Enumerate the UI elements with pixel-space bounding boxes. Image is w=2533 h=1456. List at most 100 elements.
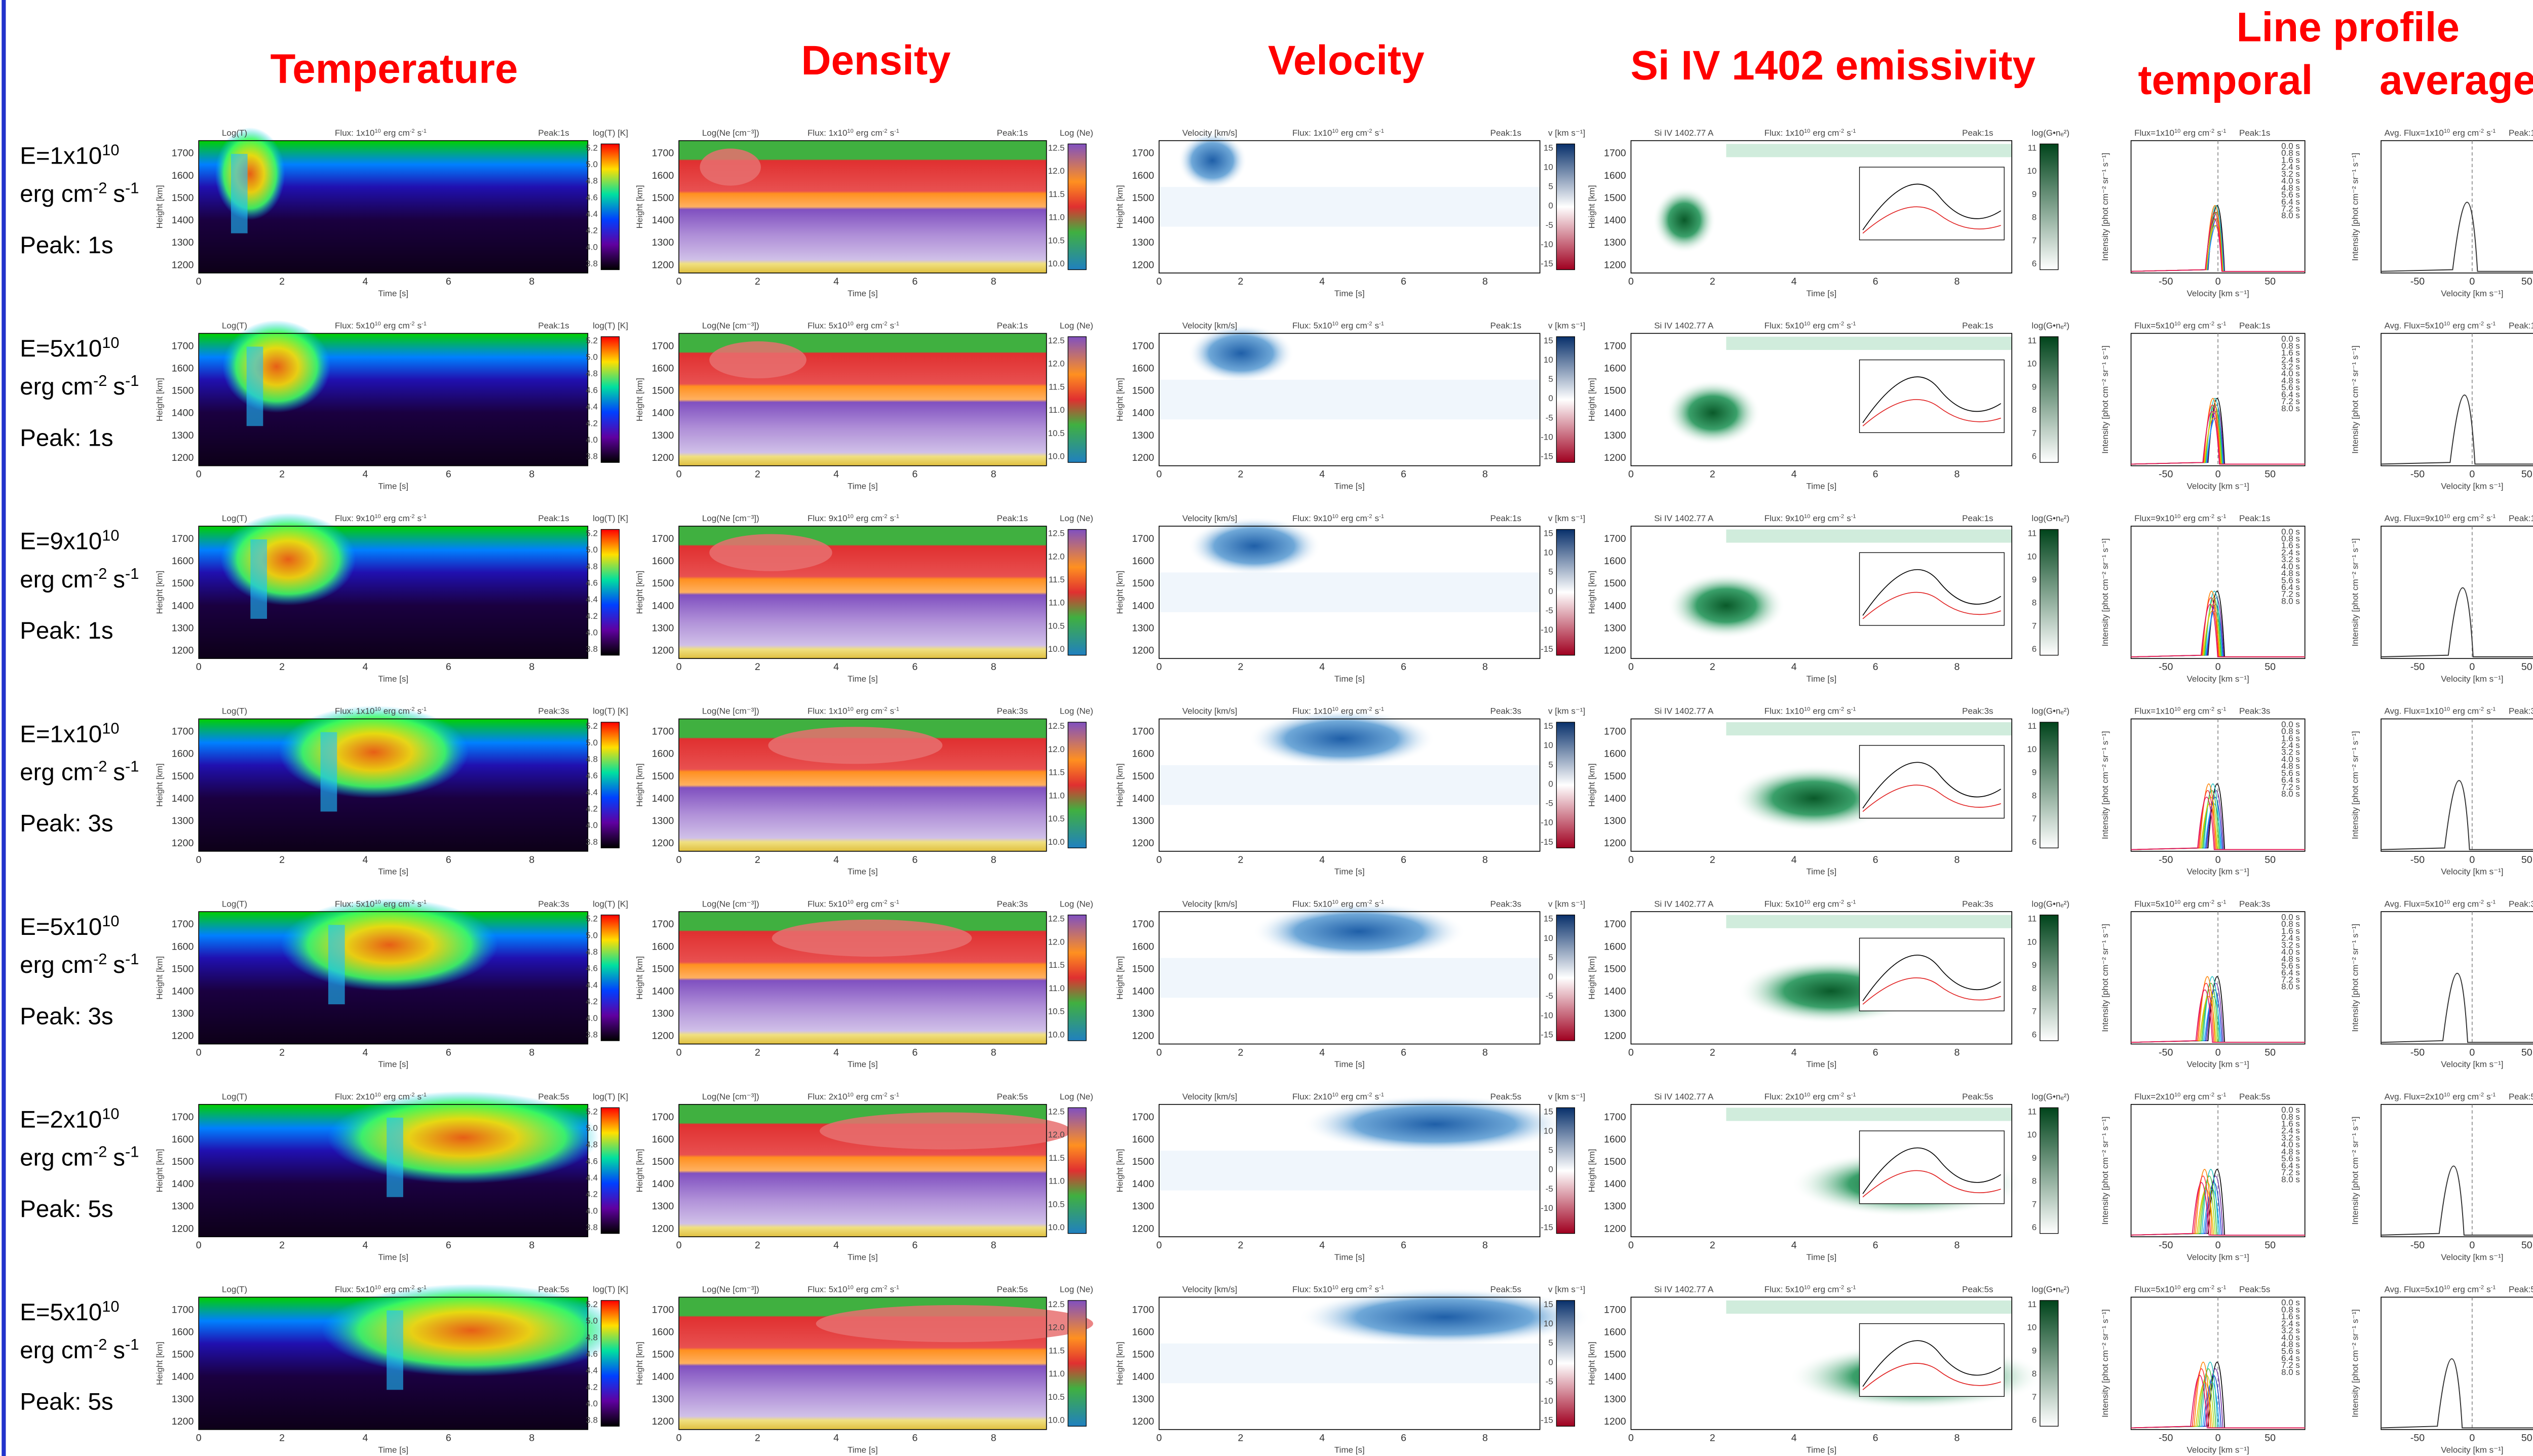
legend-time: 2.4 s <box>2281 1126 2300 1135</box>
x-axis-label: Time [s] <box>848 674 878 684</box>
colorbar-tick: 4.4 <box>586 1173 598 1183</box>
row-energy: E=2x1010 <box>20 1105 119 1133</box>
panel-title: Log(Ne [cm⁻³]) <box>702 899 759 909</box>
row-unit-part: -2 <box>93 372 107 389</box>
profile-title-part: 10 <box>2174 706 2180 713</box>
y-tick-label: 1300 <box>1604 622 1626 634</box>
inset-curve <box>1862 183 2002 230</box>
x-tick-label: 6 <box>1873 854 1878 865</box>
legend-time: 0.0 s <box>2281 334 2300 344</box>
legend-time: 0.0 s <box>2281 1105 2300 1115</box>
panel-flux-part: 5x10 <box>1314 899 1332 909</box>
hot-region <box>220 513 356 606</box>
y-tick-label: 1600 <box>1604 941 1626 952</box>
profile-title-part: 10 <box>2174 321 2180 327</box>
y-tick-label: 1300 <box>1604 1008 1626 1019</box>
legend-time: 2.4 s <box>2281 355 2300 365</box>
colorbar-tick: -15 <box>1541 1223 1553 1232</box>
y-tick-label: 1700 <box>1132 533 1155 544</box>
y-axis-label: Height [km] <box>1115 185 1125 228</box>
panel-peak-part: 5s <box>1019 1092 1028 1101</box>
panel-flux-part: -1 <box>894 321 899 327</box>
colorbar <box>600 722 620 849</box>
y-tick-label: 1300 <box>1132 815 1155 827</box>
profile-title-part: -1 <box>2491 1092 2496 1098</box>
x-axis-label: Time [s] <box>378 674 408 684</box>
colorbar-tick: 0 <box>1548 201 1553 211</box>
x-tick-label: 2 <box>279 661 285 673</box>
colorbar-tick: 5.0 <box>586 738 598 747</box>
panel-flux-part: Flux: <box>1292 1285 1314 1294</box>
panel-flux-part: s <box>1375 899 1379 909</box>
panel-flux-part: erg cm <box>383 128 410 138</box>
profile-title-part: 10 <box>2444 321 2450 327</box>
y-tick-label: 1400 <box>172 793 194 804</box>
row-peak-part: Peak: <box>20 1196 88 1223</box>
panel-flux-part: s <box>890 128 895 138</box>
panel-flux-part: erg cm <box>383 706 410 716</box>
legend-time: 0.8 s <box>2281 341 2300 350</box>
inset-curve <box>1862 762 2002 809</box>
header: Si IV 1402 emissivity <box>1631 43 2036 89</box>
profile-title-part: -1 <box>2491 514 2496 520</box>
panel-title: Log(T) <box>222 514 247 523</box>
y-tick-label: 1500 <box>1132 771 1155 782</box>
panel-flux: Flux: 1x1010 erg cm-2 s-1 <box>1292 128 1384 138</box>
colorbar-tick: -5 <box>1546 413 1553 422</box>
profile-title-part: Avg. Flux= <box>2385 514 2426 523</box>
left-rule <box>2 0 6 1456</box>
colorbar <box>600 915 620 1041</box>
x-tick-label: 2 <box>1710 1240 1715 1251</box>
y-tick-label: 1600 <box>172 941 194 952</box>
panel-peak-part: 1s <box>1984 128 1993 138</box>
row-peak: Peak: 5s <box>20 1196 113 1223</box>
profile-frame <box>2381 718 2533 852</box>
header: averaged <box>2380 57 2533 103</box>
y-tick-label: 1600 <box>1132 749 1155 760</box>
panel-frame <box>198 1296 589 1430</box>
x-tick-label: 8 <box>1482 1433 1488 1444</box>
profile-title-part: Peak: <box>2239 899 2261 909</box>
x-tick-label: 6 <box>446 1047 451 1058</box>
colorbar-tick: 9 <box>2032 1346 2037 1355</box>
evaporation-front <box>816 1305 1093 1343</box>
x-tick-label: 6 <box>1401 661 1406 673</box>
inset-curve <box>1862 206 2001 234</box>
x-tick-label: 4 <box>833 854 839 865</box>
legend-time: 5.6 s <box>2281 1154 2300 1163</box>
colorbar-tick: 3.8 <box>586 644 598 654</box>
y-tick-label: 1400 <box>172 215 194 226</box>
panel-peak-part: Peak: <box>997 899 1019 909</box>
legend-time: 4.0 s <box>2281 1332 2300 1342</box>
legend-time: 6.4 s <box>2281 1161 2300 1170</box>
profile-title-part: -2 <box>2209 1285 2214 1291</box>
panel-flux-part: -2 <box>1839 514 1844 520</box>
velocity-haze <box>1159 765 1540 805</box>
colorbar-tick: -15 <box>1541 1415 1553 1425</box>
panel-flux-part: 5x10 <box>829 1285 848 1294</box>
y-tick-label: 1400 <box>652 600 674 611</box>
x-tick-label: -50 <box>2159 276 2173 287</box>
legend-time: 6.4 s <box>2281 389 2300 399</box>
legend-time: 0.0 s <box>2281 912 2300 922</box>
y-tick-label: 1400 <box>1604 1178 1626 1190</box>
x-tick-label: 8 <box>1482 661 1488 673</box>
profile-title-part: -2 <box>2209 128 2214 134</box>
panel-peak-part: 1s <box>1984 321 1993 331</box>
colorbar-tick: 4.2 <box>586 418 598 428</box>
profile-title-part: 3s <box>2261 899 2270 909</box>
x-axis-label: Velocity [km s⁻¹] <box>2441 481 2503 491</box>
colorbar-tick: 6 <box>2032 837 2037 847</box>
colorbar-tick: 0 <box>1548 1165 1553 1174</box>
panel-flux-part: s <box>1847 321 1851 331</box>
row-unit-part: -2 <box>93 1335 107 1353</box>
colorbar-tick: 10.0 <box>1048 1030 1065 1039</box>
y-tick-label: 1500 <box>1132 192 1155 204</box>
y-tick-label: 1300 <box>652 815 674 827</box>
panel-title: Log(Ne [cm⁻³]) <box>702 1285 759 1294</box>
y-axis-label: Intensity [phot cm⁻² sr⁻¹ s⁻¹] <box>2100 153 2110 261</box>
panel-flux-part: -2 <box>1367 899 1372 905</box>
row-unit-part: s <box>113 1145 125 1171</box>
x-tick-label: 2 <box>755 276 760 287</box>
